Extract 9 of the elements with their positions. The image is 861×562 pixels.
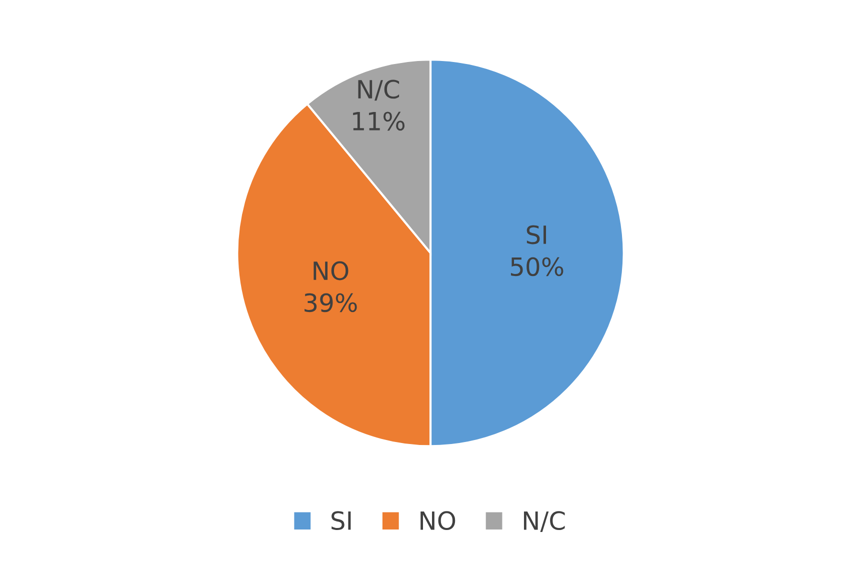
legend-label: SI (332, 511, 351, 530)
slice-label: SI (526, 225, 546, 244)
legend-label: NO (420, 511, 456, 530)
data-label: 11% (353, 112, 405, 131)
slice-label: N/C (358, 80, 400, 101)
legend-label: N/C (524, 511, 565, 532)
data-label: 50% (510, 257, 564, 276)
data-label: 39% (304, 293, 357, 312)
slice-label: NO (314, 261, 348, 280)
